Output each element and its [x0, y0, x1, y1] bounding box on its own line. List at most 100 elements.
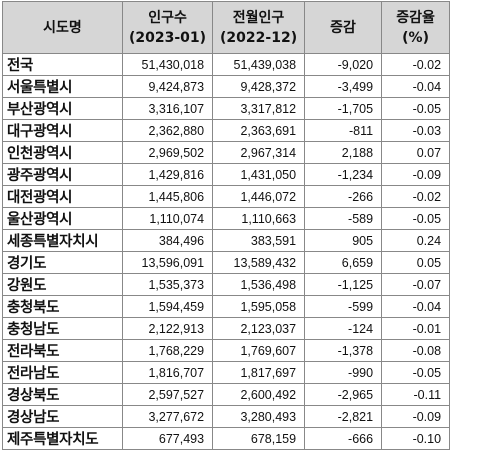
- population-cell: 2,122,913: [121, 317, 214, 340]
- header-change: 증감: [304, 1, 383, 54]
- change-cell: -1,234: [304, 163, 383, 186]
- region-cell: 강원도: [2, 273, 123, 296]
- table-row: 전라북도 1,768,229 1,769,607 -1,378 -0.08: [2, 339, 451, 362]
- table-header: 시도명 인구수 (2023-01) 전월인구 (2022-12) 증감 증감율 …: [2, 1, 451, 54]
- population-cell: 1,816,707: [121, 361, 214, 384]
- change-cell: -1,125: [304, 273, 383, 296]
- change-rate-cell: -0.04: [381, 295, 451, 318]
- population-cell: 384,496: [121, 229, 214, 252]
- change-rate-cell: -0.02: [381, 53, 451, 76]
- change-cell: 905: [304, 229, 383, 252]
- change-cell: 2,188: [304, 141, 383, 164]
- region-cell: 전라남도: [2, 361, 123, 384]
- table-row: 울산광역시 1,110,074 1,110,663 -589 -0.05: [2, 207, 451, 230]
- table-row: 대전광역시 1,445,806 1,446,072 -266 -0.02: [2, 185, 451, 208]
- population-cell: 1,768,229: [121, 339, 214, 362]
- change-cell: -2,821: [304, 405, 383, 428]
- header-change-rate-line2: (%): [402, 29, 429, 46]
- prev-population-cell: 3,317,812: [212, 97, 306, 120]
- prev-population-cell: 2,967,314: [212, 141, 306, 164]
- change-rate-cell: -0.02: [381, 185, 451, 208]
- header-population-line1: 인구수: [148, 9, 187, 26]
- header-change-line1: 증감: [330, 19, 356, 36]
- prev-population-cell: 678,159: [212, 427, 306, 450]
- population-cell: 3,316,107: [121, 97, 214, 120]
- prev-population-cell: 1,536,498: [212, 273, 306, 296]
- region-cell: 제주특별자치도: [2, 427, 123, 450]
- region-cell: 경상남도: [2, 405, 123, 428]
- prev-population-cell: 2,123,037: [212, 317, 306, 340]
- population-cell: 13,596,091: [121, 251, 214, 274]
- prev-population-cell: 1,446,072: [212, 185, 306, 208]
- header-population: 인구수 (2023-01): [121, 1, 214, 54]
- table-row: 제주특별자치도 677,493 678,159 -666 -0.10: [2, 427, 451, 450]
- header-prev-population-line1: 전월인구: [232, 9, 285, 26]
- population-cell: 1,445,806: [121, 185, 214, 208]
- table-row: 전라남도 1,816,707 1,817,697 -990 -0.05: [2, 361, 451, 384]
- change-cell: -3,499: [304, 75, 383, 98]
- table-row: 부산광역시 3,316,107 3,317,812 -1,705 -0.05: [2, 97, 451, 120]
- prev-population-cell: 1,595,058: [212, 295, 306, 318]
- population-cell: 1,594,459: [121, 295, 214, 318]
- prev-population-cell: 2,600,492: [212, 383, 306, 406]
- region-cell: 전라북도: [2, 339, 123, 362]
- change-cell: -124: [304, 317, 383, 340]
- region-cell: 충청남도: [2, 317, 123, 340]
- change-rate-cell: -0.03: [381, 119, 451, 142]
- table-row: 광주광역시 1,429,816 1,431,050 -1,234 -0.09: [2, 163, 451, 186]
- population-cell: 9,424,873: [121, 75, 214, 98]
- region-cell: 서울특별시: [2, 75, 123, 98]
- table-row: 세종특별자치시 384,496 383,591 905 0.24: [2, 229, 451, 252]
- prev-population-cell: 1,817,697: [212, 361, 306, 384]
- header-change-rate: 증감율 (%): [381, 1, 451, 54]
- population-table-container: 시도명 인구수 (2023-01) 전월인구 (2022-12) 증감 증감율 …: [2, 1, 451, 450]
- table-row: 경상남도 3,277,672 3,280,493 -2,821 -0.09: [2, 405, 451, 428]
- change-rate-cell: -0.05: [381, 207, 451, 230]
- header-change-rate-line1: 증감율: [396, 9, 435, 26]
- population-cell: 677,493: [121, 427, 214, 450]
- population-cell: 51,430,018: [121, 53, 214, 76]
- change-cell: 6,659: [304, 251, 383, 274]
- change-rate-cell: -0.07: [381, 273, 451, 296]
- region-cell: 인천광역시: [2, 141, 123, 164]
- table-row: 경상북도 2,597,527 2,600,492 -2,965 -0.11: [2, 383, 451, 406]
- prev-population-cell: 13,589,432: [212, 251, 306, 274]
- table-row: 전국 51,430,018 51,439,038 -9,020 -0.02: [2, 53, 451, 76]
- population-table: 시도명 인구수 (2023-01) 전월인구 (2022-12) 증감 증감율 …: [2, 1, 451, 450]
- prev-population-cell: 3,280,493: [212, 405, 306, 428]
- header-population-line2: (2023-01): [129, 29, 207, 46]
- header-region: 시도명: [2, 1, 123, 54]
- prev-population-cell: 1,431,050: [212, 163, 306, 186]
- region-cell: 경상북도: [2, 383, 123, 406]
- region-cell: 대전광역시: [2, 185, 123, 208]
- table-row: 충청남도 2,122,913 2,123,037 -124 -0.01: [2, 317, 451, 340]
- table-row: 경기도 13,596,091 13,589,432 6,659 0.05: [2, 251, 451, 274]
- prev-population-cell: 2,363,691: [212, 119, 306, 142]
- change-cell: -266: [304, 185, 383, 208]
- region-cell: 울산광역시: [2, 207, 123, 230]
- region-cell: 세종특별자치시: [2, 229, 123, 252]
- prev-population-cell: 9,428,372: [212, 75, 306, 98]
- table-row: 충청북도 1,594,459 1,595,058 -599 -0.04: [2, 295, 451, 318]
- prev-population-cell: 383,591: [212, 229, 306, 252]
- change-cell: -990: [304, 361, 383, 384]
- change-cell: -599: [304, 295, 383, 318]
- change-rate-cell: -0.05: [381, 361, 451, 384]
- region-cell: 경기도: [2, 251, 123, 274]
- table-row: 대구광역시 2,362,880 2,363,691 -811 -0.03: [2, 119, 451, 142]
- change-rate-cell: -0.09: [381, 405, 451, 428]
- header-region-line1: 시도명: [43, 19, 82, 36]
- region-cell: 충청북도: [2, 295, 123, 318]
- change-rate-cell: -0.11: [381, 383, 451, 406]
- population-cell: 2,362,880: [121, 119, 214, 142]
- change-rate-cell: -0.05: [381, 97, 451, 120]
- change-cell: -589: [304, 207, 383, 230]
- change-cell: -811: [304, 119, 383, 142]
- prev-population-cell: 51,439,038: [212, 53, 306, 76]
- table-row: 강원도 1,535,373 1,536,498 -1,125 -0.07: [2, 273, 451, 296]
- population-cell: 3,277,672: [121, 405, 214, 428]
- population-cell: 2,597,527: [121, 383, 214, 406]
- change-rate-cell: 0.24: [381, 229, 451, 252]
- table-body: 전국 51,430,018 51,439,038 -9,020 -0.02 서울특별시 9,…: [2, 53, 451, 450]
- change-cell: -1,378: [304, 339, 383, 362]
